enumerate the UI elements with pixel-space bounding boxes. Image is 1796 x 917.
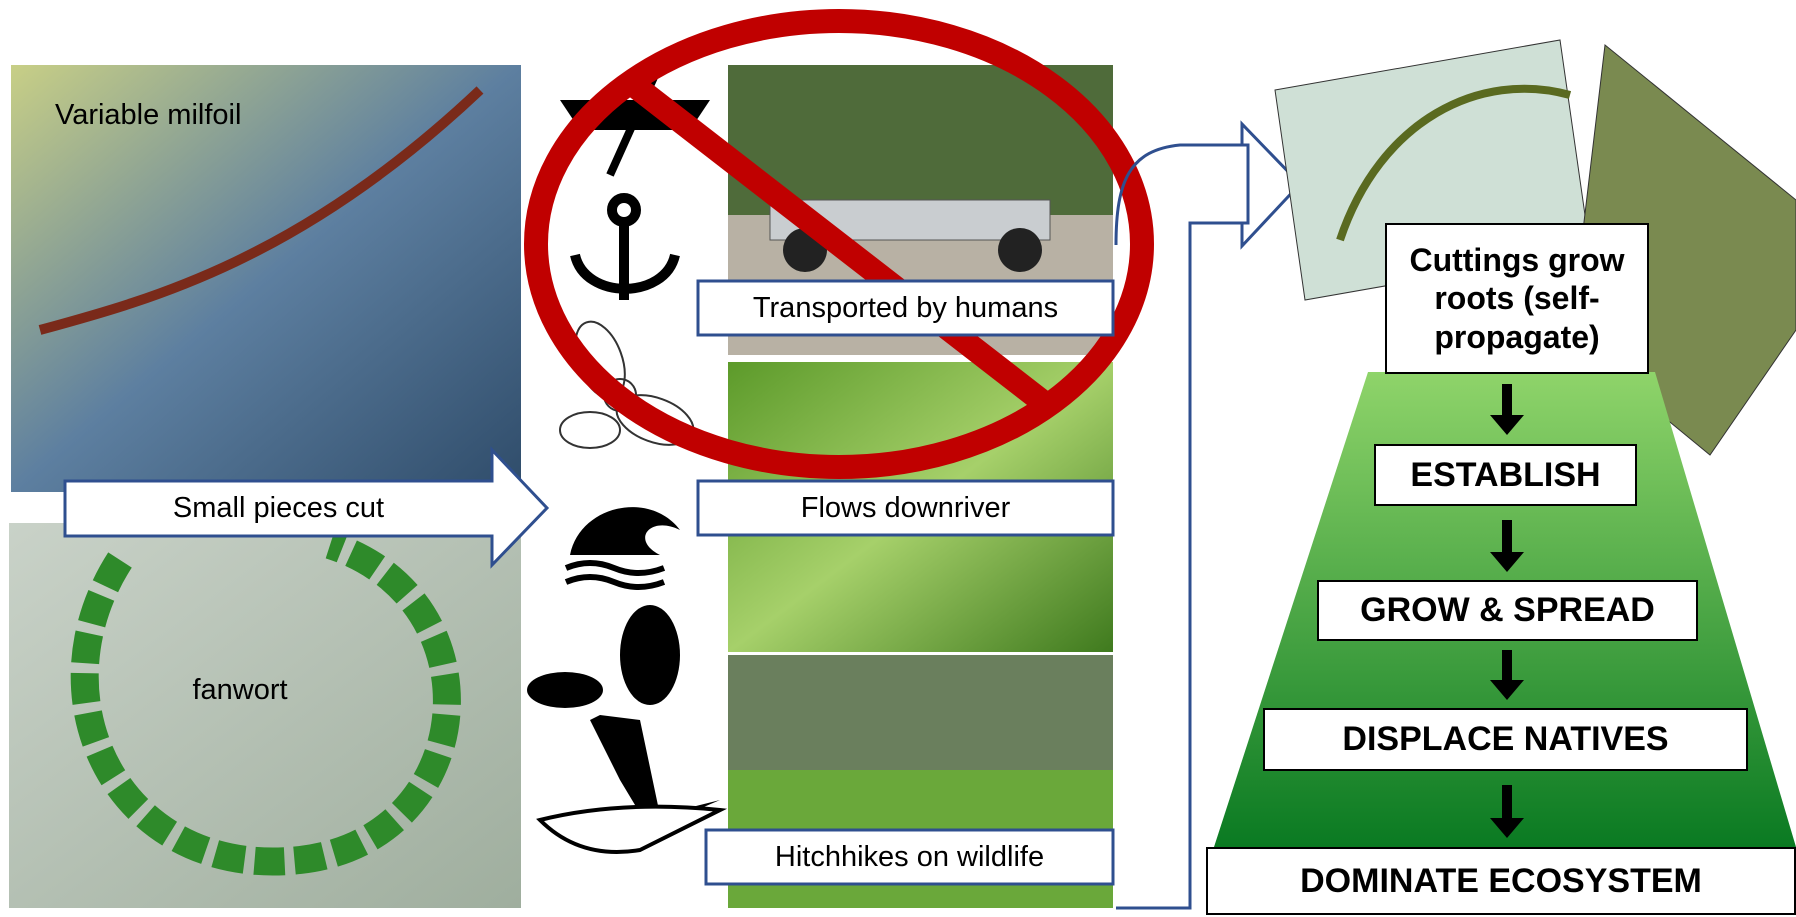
stage-box: ESTABLISH [1374,444,1637,506]
beaver-tail [527,672,603,708]
stage-box: GROW & SPREAD [1317,580,1698,641]
trailer-wheel [998,228,1042,272]
stage-box: DISPLACE NATIVES [1263,708,1748,771]
beaver-icon [620,605,680,705]
wave-lines [566,563,664,587]
pathway-label: Transported by humans [698,281,1113,335]
diagram: Variable milfoil fanwort Small pieces cu… [0,0,1796,917]
connector [1116,223,1242,908]
pathway-label: Hitchhikes on wildlife [706,830,1113,884]
pathway-label: Flows downriver [698,481,1113,535]
plant-label: fanwort [160,670,320,710]
plant-label: Variable milfoil [55,95,241,135]
stage-box: DOMINATE ECOSYSTEM [1206,847,1796,915]
cut-label: Small pieces cut [65,481,492,536]
stage-box: Cuttings grow roots (self-propagate) [1385,223,1649,374]
anchor-icon [575,198,675,300]
wave-icon [570,507,680,555]
goose-body [540,807,720,852]
